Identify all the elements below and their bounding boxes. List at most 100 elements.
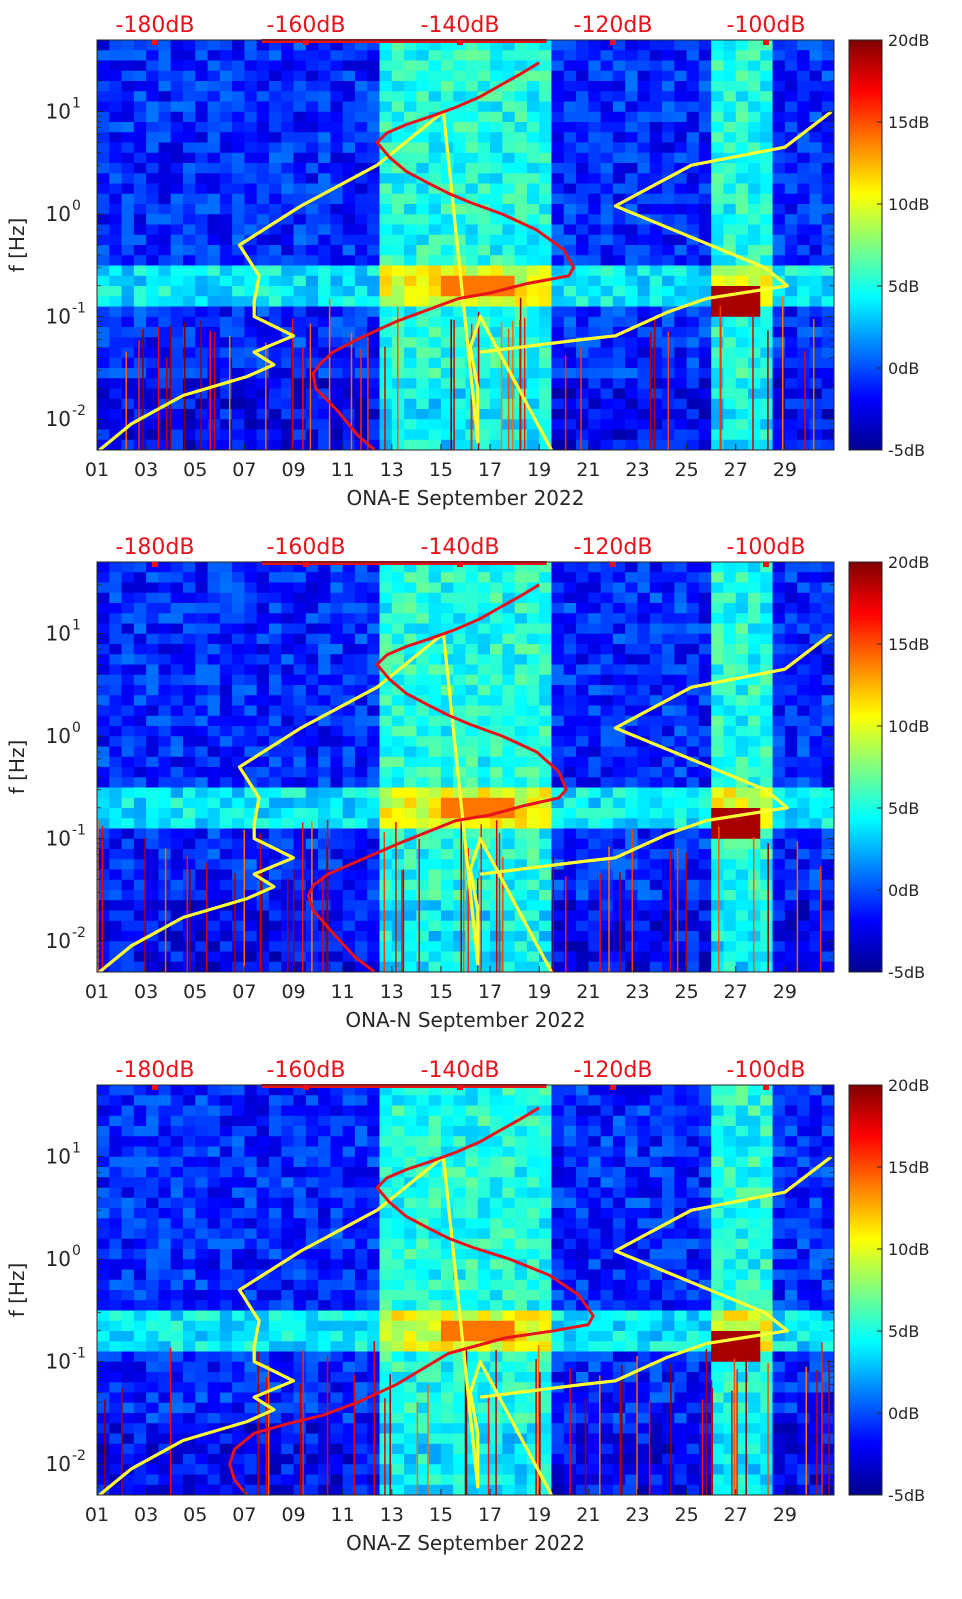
top-db-tick (152, 40, 158, 45)
reference-curve-1 (98, 1154, 553, 1495)
top-db-tick (763, 562, 769, 567)
y-tick-exponent: -1 (72, 1346, 86, 1362)
x-tick-label: 27 (724, 981, 748, 1003)
x-tick-label: 01 (85, 1504, 109, 1526)
top-db-tick-label: -140dB (421, 535, 500, 560)
top-db-tick-label: -120dB (574, 1058, 653, 1083)
colorbar-tick-label: -5dB (888, 1486, 925, 1505)
y-axis-label: f [Hz] (5, 1263, 29, 1318)
colorbar-tick-label: 15dB (888, 113, 930, 132)
x-tick-label: 05 (183, 981, 207, 1003)
reference-curve-2 (480, 1155, 833, 1399)
x-tick-label: 21 (576, 981, 600, 1003)
top-db-tick-label: -180dB (116, 535, 195, 560)
top-db-tick (763, 1085, 769, 1090)
colorbar: 20dB 15dB 10dB 5dB 0dB -5dB (848, 31, 930, 460)
x-tick-label: 17 (478, 1504, 502, 1526)
x-tick-label: 11 (331, 459, 355, 481)
y-tick-exponent: -2 (72, 403, 86, 419)
top-db-tick-label: -100dB (727, 13, 806, 38)
top-db-tick-label: -180dB (116, 13, 195, 38)
x-tick-label: 05 (183, 1504, 207, 1526)
top-db-tick (152, 1085, 158, 1090)
x-tick-label: 27 (724, 1504, 748, 1526)
colorbar-tick-label: 20dB (888, 553, 930, 572)
x-tick-label: 25 (675, 981, 699, 1003)
x-tick-label: 13 (380, 1504, 404, 1526)
y-tick-base: 10 (46, 724, 71, 748)
x-tick-label: 13 (380, 459, 404, 481)
spectrogram-image (97, 562, 834, 972)
reference-curve-2 (480, 110, 833, 354)
x-tick-label: 01 (85, 981, 109, 1003)
y-tick-exponent: 0 (72, 720, 81, 736)
x-tick-label: 19 (527, 459, 551, 481)
x-tick-label: 19 (527, 981, 551, 1003)
x-axis-label: ONA-N September 2022 (345, 1008, 585, 1032)
y-tick-exponent: 1 (72, 618, 81, 634)
y-tick-base: 10 (46, 202, 71, 226)
colorbar-gradient (848, 1084, 883, 1496)
y-tick-label: 10 -2 (46, 925, 86, 953)
x-tick-label: 15 (429, 981, 453, 1003)
y-tick-base: 10 (46, 1452, 71, 1476)
top-db-tick (457, 562, 463, 567)
y-tick-exponent: 0 (72, 198, 81, 214)
top-db-tick-label: -160dB (267, 13, 346, 38)
x-tick-label: 19 (527, 1504, 551, 1526)
x-tick-label: 25 (675, 459, 699, 481)
top-db-tick-label: -140dB (421, 13, 500, 38)
x-tick-label: 07 (232, 459, 256, 481)
y-tick-label: 10 1 (46, 1141, 81, 1169)
x-tick-label: 27 (724, 459, 748, 481)
x-tick-label: 21 (576, 1504, 600, 1526)
y-tick-base: 10 (46, 929, 71, 953)
top-db-tick-label: -160dB (267, 1058, 346, 1083)
y-tick-base: 10 (46, 1247, 71, 1271)
reference-curve-1 (98, 631, 553, 972)
reference-curve-2 (480, 632, 833, 876)
top-db-tick (152, 562, 158, 567)
x-tick-label: 13 (380, 981, 404, 1003)
top-db-tick (303, 562, 309, 567)
top-db-tick (303, 40, 309, 45)
y-tick-label: 10 0 (46, 720, 81, 748)
top-db-tick (457, 40, 463, 45)
colorbar-gradient (848, 39, 883, 451)
y-tick-exponent: -1 (72, 301, 86, 317)
x-tick-label: 11 (331, 1504, 355, 1526)
top-db-tick (610, 40, 616, 45)
y-tick-label: 10 -1 (46, 1346, 86, 1374)
x-tick-label: 11 (331, 981, 355, 1003)
y-tick-label: 10 0 (46, 198, 81, 226)
colorbar-tick-label: 5dB (888, 277, 919, 296)
y-tick-exponent: 1 (72, 96, 81, 112)
x-tick-label: 25 (675, 1504, 699, 1526)
y-tick-exponent: 0 (72, 1243, 81, 1259)
top-db-tick (763, 40, 769, 45)
y-tick-label: 10 -2 (46, 403, 86, 431)
top-db-tick-label: -140dB (421, 1058, 500, 1083)
x-tick-label: 15 (429, 459, 453, 481)
colorbar-tick-label: 5dB (888, 1322, 919, 1341)
top-db-tick-label: -120dB (574, 535, 653, 560)
top-db-tick-label: -100dB (727, 535, 806, 560)
x-tick-label: 23 (625, 1504, 649, 1526)
x-tick-label: 09 (281, 981, 305, 1003)
top-db-tick (457, 1085, 463, 1090)
y-tick-base: 10 (46, 305, 71, 329)
x-tick-label: 23 (625, 981, 649, 1003)
top-db-tick-label: -100dB (727, 1058, 806, 1083)
y-tick-label: 10 -1 (46, 823, 86, 851)
top-db-tick-label: -160dB (267, 535, 346, 560)
y-tick-base: 10 (46, 827, 71, 851)
colorbar: 20dB 15dB 10dB 5dB 0dB -5dB (848, 553, 930, 982)
x-tick-label: 01 (85, 459, 109, 481)
y-tick-label: 10 0 (46, 1243, 81, 1271)
colorbar-tick-label: 5dB (888, 799, 919, 818)
x-tick-label: 29 (773, 459, 797, 481)
y-tick-base: 10 (46, 1350, 71, 1374)
